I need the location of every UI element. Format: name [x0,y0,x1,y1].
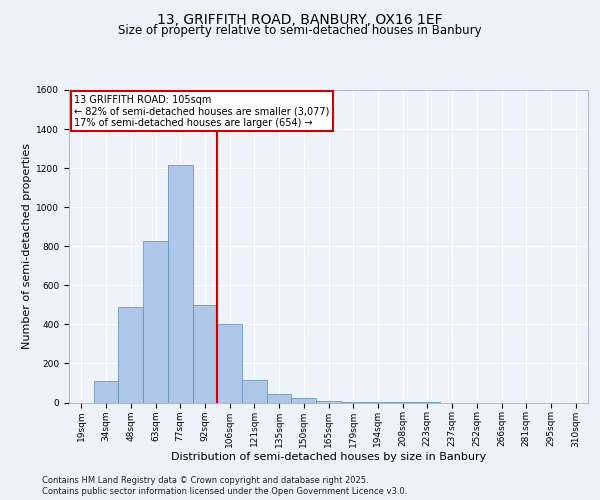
Bar [168,165,193,402]
Bar [316,400,341,402]
Bar [118,307,143,402]
Bar [143,242,168,402]
Bar [292,398,316,402]
Text: Size of property relative to semi-detached houses in Banbury: Size of property relative to semi-detach… [118,24,482,37]
Text: 13, GRIFFITH ROAD, BANBURY, OX16 1EF: 13, GRIFFITH ROAD, BANBURY, OX16 1EF [157,12,443,26]
Bar [267,394,292,402]
Text: Contains HM Land Registry data © Crown copyright and database right 2025.: Contains HM Land Registry data © Crown c… [42,476,368,485]
Bar [217,324,242,402]
X-axis label: Distribution of semi-detached houses by size in Banbury: Distribution of semi-detached houses by … [171,452,486,462]
Bar [94,381,118,402]
Text: 13 GRIFFITH ROAD: 105sqm
← 82% of semi-detached houses are smaller (3,077)
17% o: 13 GRIFFITH ROAD: 105sqm ← 82% of semi-d… [74,94,329,128]
Bar [193,305,217,402]
Text: Contains public sector information licensed under the Open Government Licence v3: Contains public sector information licen… [42,487,407,496]
Y-axis label: Number of semi-detached properties: Number of semi-detached properties [22,143,32,349]
Bar [242,380,267,402]
